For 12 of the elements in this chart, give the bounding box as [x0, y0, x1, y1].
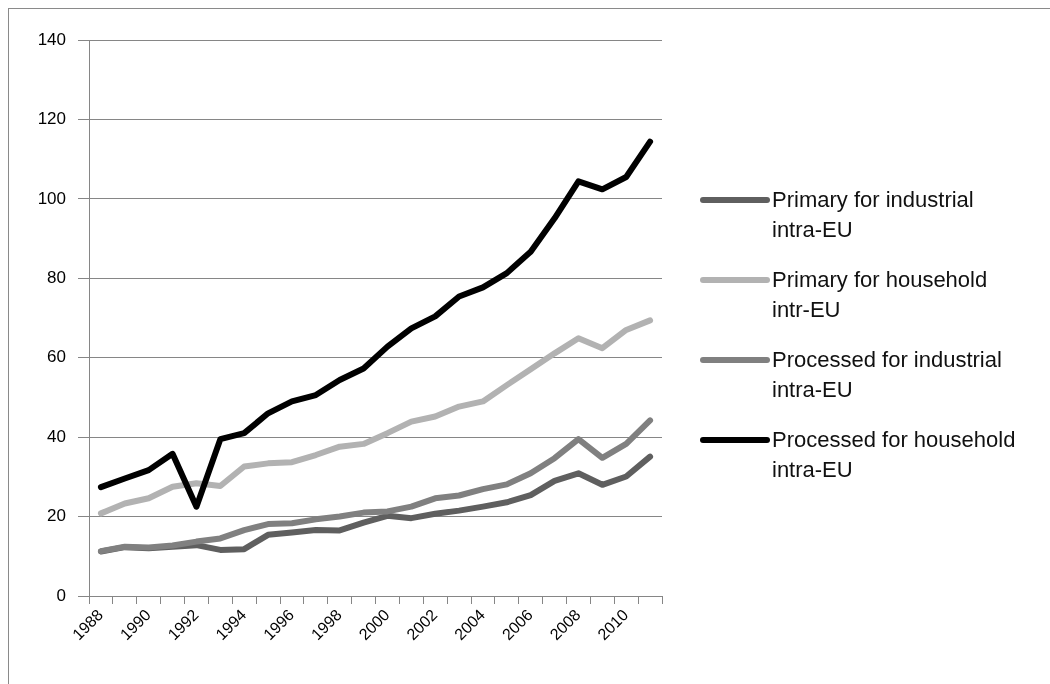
legend-label: Processed for industrial intra-EU: [771, 346, 1003, 404]
y-tick-label: 80: [47, 267, 66, 287]
y-tick-label: 0: [56, 585, 66, 605]
y-tick-label: 40: [47, 426, 66, 446]
y-tick-label: 100: [37, 188, 66, 208]
y-tick-label: 120: [37, 109, 66, 129]
y-tick-label: 60: [47, 347, 66, 367]
y-tick-label: 140: [37, 29, 66, 49]
legend-label: Processed for household intra-EU: [771, 426, 1017, 484]
legend-label: Primary for industrial intra-EU: [771, 186, 975, 244]
legend-label: Primary for household intr-EU: [771, 266, 989, 324]
y-tick-label: 20: [47, 506, 66, 526]
